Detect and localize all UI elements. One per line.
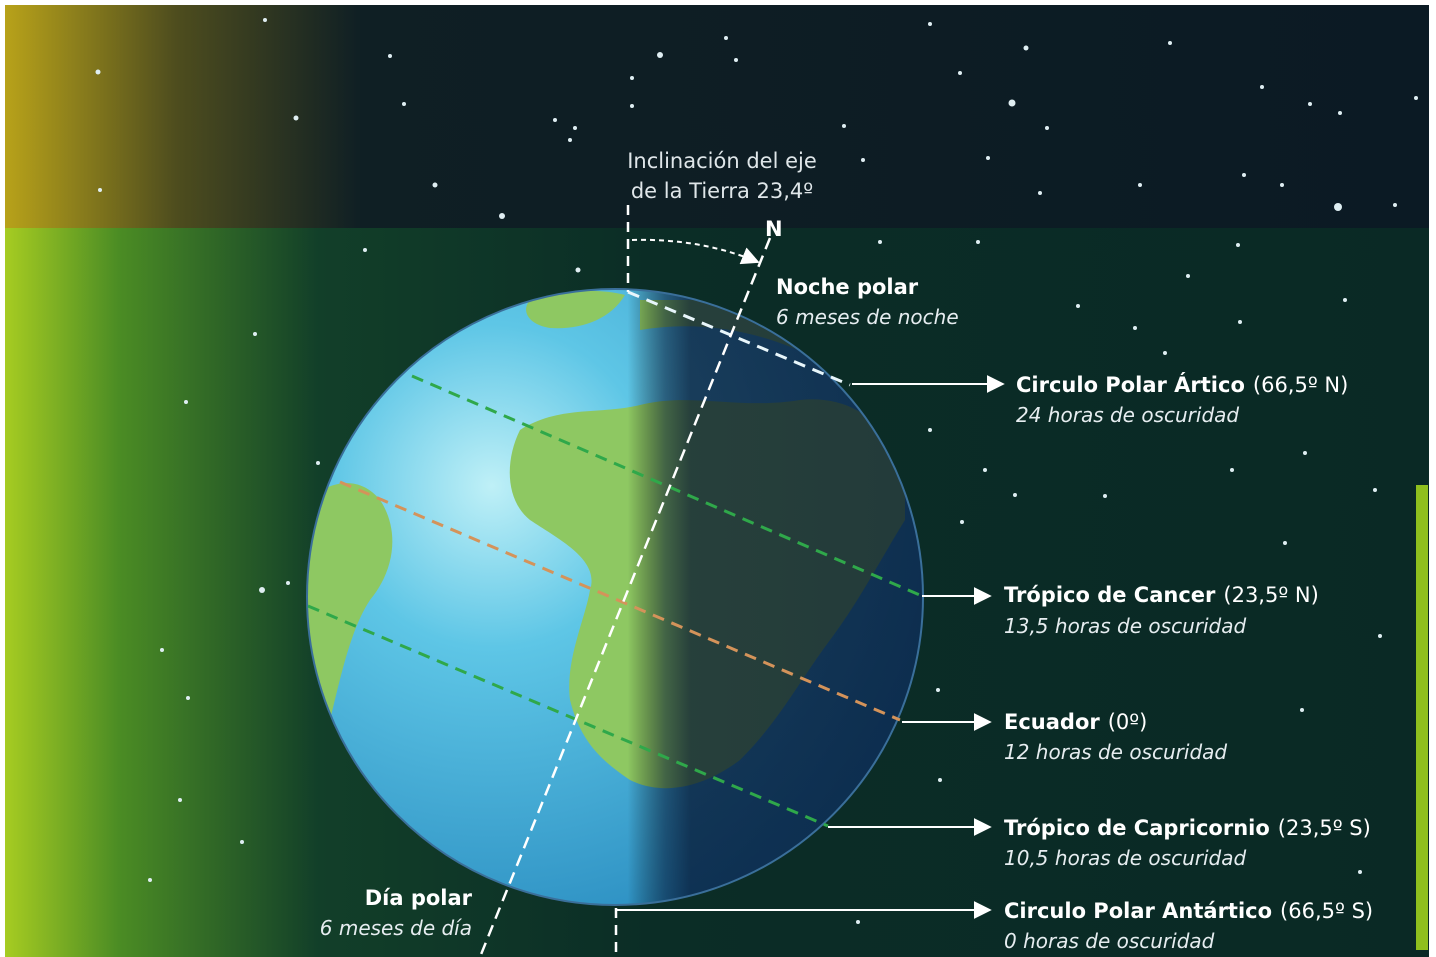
parallels-lines — [307, 290, 923, 828]
capricorn-dark: 10,5 horas de oscuridad — [1004, 846, 1246, 870]
axis-note-line1: Inclinación del eje — [627, 149, 817, 173]
capricorn-name: Trópico de Capricornio — [1004, 816, 1270, 840]
noche-polar-subtitle: 6 meses de noche — [776, 305, 959, 329]
tilt-angle-arc — [631, 238, 760, 265]
label-arctic-circle: Circulo Polar Ártico (66,5º N) 24 horas d… — [1016, 372, 1348, 427]
antarctic-dark: 0 horas de oscuridad — [1004, 929, 1215, 953]
north-label: N — [765, 217, 783, 241]
svg-text:Trópico de Cancer(23,5º N): Trópico de Cancer (23,5º N) — [1004, 583, 1319, 607]
dia-polar-title: Día polar — [365, 886, 473, 910]
svg-text:Circulo Polar Ártico(66,5º N): Circulo Polar Ártico (66,5º N) — [1016, 372, 1348, 397]
earth-axis-line — [478, 237, 772, 957]
svg-text:Circulo Polar Antártico(66,5º: Circulo Polar Antártico (66,5º S) — [1004, 899, 1373, 923]
capricorn-lat: (23,5º S) — [1278, 816, 1371, 840]
cancer-name: Trópico de Cancer — [1004, 583, 1216, 607]
arctic-dark: 24 horas de oscuridad — [1016, 403, 1239, 427]
axis-note-line2: de la Tierra 23,4º — [631, 179, 813, 203]
arctic-lat: (66,5º N) — [1253, 373, 1348, 397]
label-tropic-capricorn: Trópico de Capricornio (23,5º S) 10,5 hor… — [1004, 816, 1371, 870]
arctic-circle-line — [627, 290, 851, 387]
arctic-name: Circulo Polar Ártico — [1016, 372, 1245, 397]
noche-polar-title: Noche polar — [776, 275, 919, 299]
equator-lat: (0º) — [1108, 710, 1148, 734]
antarctic-lat: (66,5º S) — [1280, 899, 1373, 923]
earth-globe — [306, 288, 924, 906]
cancer-lat: (23,5º N) — [1223, 583, 1318, 607]
svg-text:Trópico de Capricornio(23,5º S: Trópico de Capricornio (23,5º S) — [1004, 816, 1371, 840]
equator-dark: 12 horas de oscuridad — [1004, 740, 1227, 764]
label-antarctic-circle: Circulo Polar Antártico (66,5º S) 0 horas… — [1004, 899, 1373, 953]
stars — [95, 18, 1418, 924]
label-tropic-cancer: Trópico de Cancer (23,5º N) 13,5 horas de… — [1004, 583, 1319, 638]
sunlight-glow-top — [5, 5, 1429, 230]
equator-line — [339, 480, 901, 722]
pointer-arrows — [616, 375, 1005, 919]
label-equator: Ecuador (0º) 12 horas de oscuridad — [1004, 710, 1227, 764]
equator-name: Ecuador — [1004, 710, 1100, 734]
cancer-dark: 13,5 horas de oscuridad — [1004, 614, 1246, 638]
antarctic-name: Circulo Polar Antártico — [1004, 899, 1272, 923]
tropic-cancer-line — [411, 374, 923, 598]
svg-text:Ecuador(0º): Ecuador (0º) — [1004, 710, 1147, 734]
right-edge-strip — [1416, 485, 1428, 950]
tropic-capricorn-line — [307, 604, 829, 828]
dia-polar-subtitle: 6 meses de día — [320, 916, 472, 940]
